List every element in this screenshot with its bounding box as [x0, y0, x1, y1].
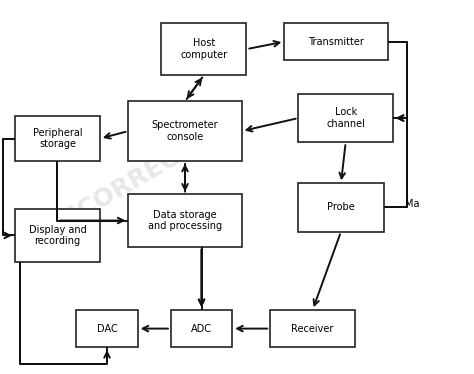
Bar [15, 209, 100, 261]
Text: Ma: Ma [405, 199, 419, 209]
Text: ADC: ADC [191, 324, 212, 334]
Bar [128, 194, 242, 246]
Text: Lock
channel: Lock channel [326, 107, 365, 129]
Text: Transmitter: Transmitter [308, 37, 364, 47]
Text: Receiver: Receiver [292, 324, 334, 334]
Text: Data storage
and processing: Data storage and processing [148, 210, 222, 232]
Bar [284, 23, 388, 60]
Bar [128, 101, 242, 161]
Bar [15, 116, 100, 161]
Bar [76, 310, 138, 347]
Text: Probe: Probe [327, 202, 355, 212]
Bar [299, 94, 393, 142]
Text: Host
computer: Host computer [180, 38, 228, 60]
Text: DAC: DAC [97, 324, 118, 334]
Text: Spectrometer
console: Spectrometer console [152, 120, 219, 142]
Text: UNCORRECTED: UNCORRECTED [38, 117, 232, 242]
Bar [171, 310, 232, 347]
Bar [161, 23, 246, 75]
Bar [270, 310, 355, 347]
Text: Peripheral
storage: Peripheral storage [33, 128, 82, 149]
Text: Display and
recording: Display and recording [28, 225, 86, 246]
Bar [299, 183, 383, 232]
